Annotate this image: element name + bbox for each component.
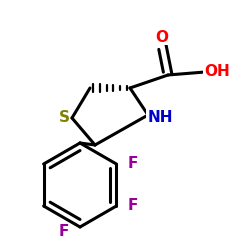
Text: NH: NH <box>147 110 173 124</box>
Text: O: O <box>156 30 168 44</box>
Text: OH: OH <box>204 64 230 80</box>
Text: F: F <box>127 156 138 172</box>
Text: S: S <box>58 110 70 126</box>
Text: F: F <box>127 198 138 214</box>
Text: F: F <box>59 224 69 238</box>
